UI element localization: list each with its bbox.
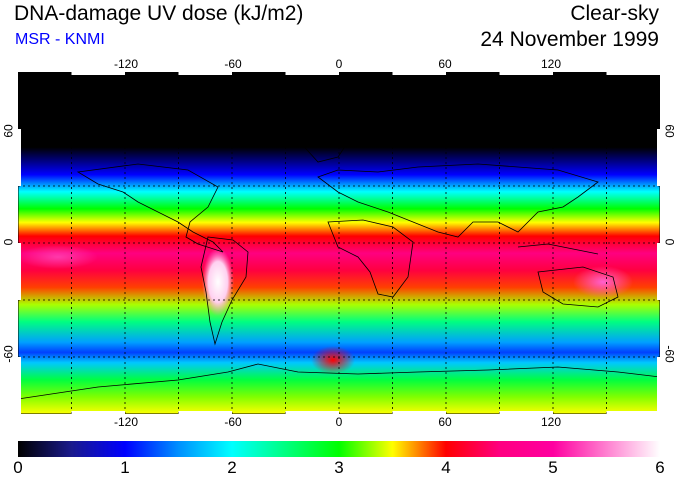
top-lon-tick-label: 60 — [438, 57, 452, 71]
frame-tick-bar — [657, 243, 660, 300]
frame-tick-bars — [18, 72, 660, 414]
uv-dose-map — [18, 72, 660, 414]
right-lat-tick-label: 60 — [662, 124, 677, 138]
antarctic-high-dose-region — [311, 346, 355, 374]
right-lat-tick-label: 0 — [662, 238, 677, 246]
frame-tick-bar — [392, 411, 446, 414]
frame-tick-bar — [178, 411, 232, 414]
colorbar-tick-label: 0 — [13, 458, 23, 477]
north-america-coastline — [76, 163, 224, 253]
colorbar-tick-label: 2 — [227, 458, 237, 477]
frame-tick-bar — [606, 72, 660, 75]
bottom-lon-tick-label: -120 — [113, 415, 139, 429]
frame-tick-bar — [657, 129, 660, 186]
colorbar-tick-label: 4 — [441, 458, 451, 477]
frame-tick-bar — [499, 72, 553, 75]
frame-tick-bar — [657, 357, 660, 414]
frame-tick-bar — [71, 411, 125, 414]
right-lat-tick-label: -60 — [662, 345, 677, 363]
bottom-lon-tick-label: -60 — [224, 415, 242, 429]
colorbar-tick-label: 1 — [120, 458, 130, 477]
frame-tick-bar — [392, 72, 446, 75]
colorbar-tick-label: 3 — [334, 458, 344, 477]
andes-high-dose-region — [202, 248, 234, 316]
frame-tick-bar — [178, 72, 232, 75]
colorbar-tick-label: 6 — [655, 458, 665, 477]
colorbar-tick-label: 5 — [548, 458, 558, 477]
left-lat-tick-label: 60 — [1, 124, 16, 138]
pacific-high-dose-region — [18, 245, 98, 269]
top-lon-tick-label: 0 — [335, 57, 343, 71]
bottom-lon-tick-label: 60 — [438, 415, 452, 429]
south-america-coastline — [200, 236, 249, 346]
frame-tick-bar — [71, 72, 125, 75]
sky-condition-label: Clear-sky — [570, 2, 659, 25]
map-title: DNA-damage UV dose (kJ/m2) — [14, 2, 304, 25]
bottom-lon-tick-label: 120 — [540, 415, 562, 429]
left-lat-tick-label: 0 — [1, 238, 16, 246]
source-label: MSR - KNMI — [15, 31, 105, 48]
frame-tick-bar — [18, 357, 21, 414]
frame-tick-bar — [606, 411, 660, 414]
frame-tick-bar — [285, 72, 339, 75]
frame-tick-bar — [499, 411, 553, 414]
frame-tick-bar — [18, 243, 21, 300]
date-label: 24 November 1999 — [480, 28, 659, 51]
frame-tick-bar — [285, 411, 339, 414]
antarctica-coastline — [18, 363, 660, 400]
bottom-lon-tick-label: 0 — [335, 415, 343, 429]
left-lat-tick-label: -60 — [1, 345, 16, 363]
maritime-continent-coastline — [517, 243, 599, 255]
top-lon-tick-label: 120 — [540, 57, 562, 71]
coastlines — [18, 133, 660, 400]
colorbar-gradient — [18, 441, 660, 457]
graticule — [18, 72, 660, 414]
africa-coastline — [327, 219, 414, 298]
top-lon-tick-label: -120 — [113, 57, 139, 71]
australia-coastline — [537, 266, 619, 308]
greenland-coastline — [297, 133, 349, 163]
frame-tick-bar — [18, 129, 21, 186]
top-lon-tick-label: -60 — [224, 57, 242, 71]
colorbar — [18, 441, 660, 457]
australia-high-dose-region — [573, 266, 633, 298]
